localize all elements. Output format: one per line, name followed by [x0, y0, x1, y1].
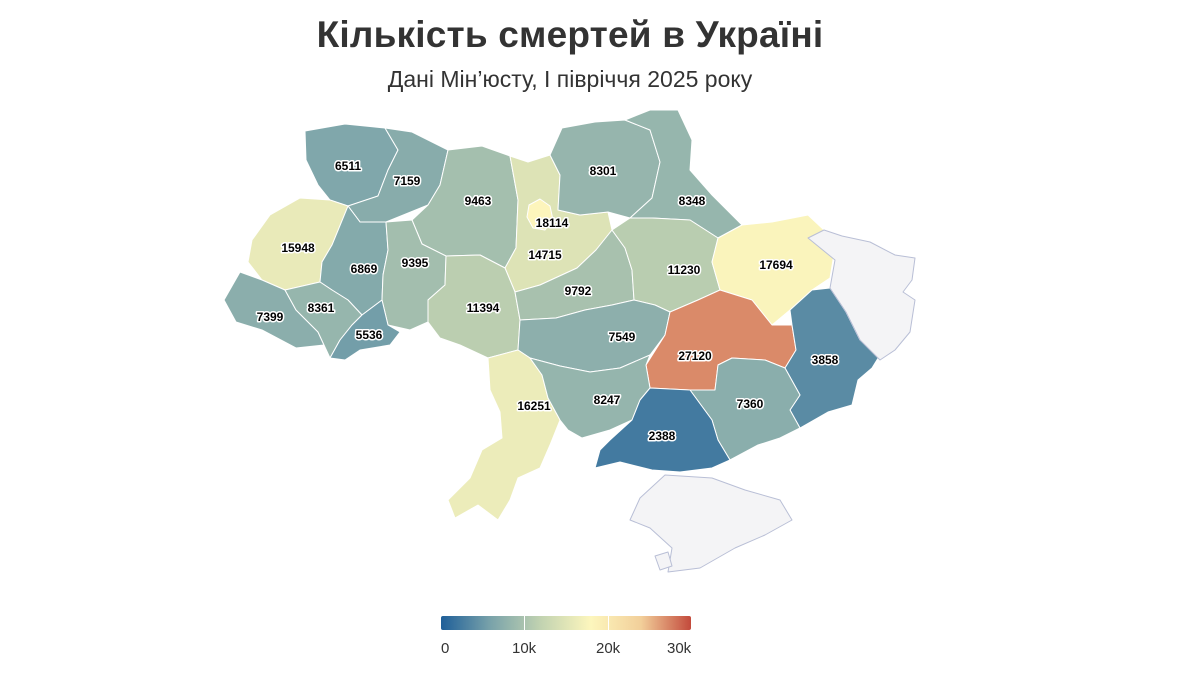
color-scale-tick-mark	[608, 616, 609, 630]
value-label-kirovohrad: 7549	[609, 330, 636, 344]
region-kherson[interactable]	[594, 387, 731, 473]
value-label-kharkiv: 17694	[759, 258, 793, 272]
value-label-chernivtsi: 5536	[356, 328, 383, 342]
regions-layer	[223, 109, 916, 573]
page-title: Кількість смертей в Україні	[316, 14, 824, 55]
region-luhansk[interactable]	[807, 229, 916, 361]
color-scale-tick-label: 20k	[596, 640, 621, 657]
value-label-chernihiv: 8301	[590, 164, 617, 178]
value-label-vinnytsia: 11394	[467, 301, 500, 315]
value-label-dnipropetrovsk: 27120	[678, 349, 712, 363]
value-label-sumy: 8348	[679, 194, 706, 208]
value-label-ivano-frankivsk: 8361	[308, 301, 335, 315]
value-label-ternopil: 6869	[351, 262, 378, 276]
labels-layer: 6511 7159 9463 18114 14715 8301 8348 159…	[255, 158, 840, 445]
value-label-poltava: 11230	[668, 263, 701, 277]
value-label-zaporizhzhia: 7360	[737, 397, 764, 411]
value-label-zhytomyr: 9463	[465, 194, 492, 208]
color-scale-tick-label: 30k	[667, 640, 692, 657]
value-label-volyn: 6511	[335, 159, 361, 173]
region-kyiv-city[interactable]	[526, 198, 554, 231]
region-chernivtsi[interactable]	[329, 299, 401, 361]
value-label-kyiv-oblast: 14715	[528, 248, 562, 262]
value-label-donetsk: 3858	[812, 353, 839, 367]
color-scale-tick-label: 0	[441, 640, 450, 657]
color-scale-bar	[441, 616, 691, 630]
color-scale-tick-mark	[524, 616, 525, 630]
value-label-kyiv-city: 18114	[536, 216, 569, 230]
value-label-zakarpattia: 7399	[257, 310, 284, 324]
value-label-odesa: 16251	[517, 399, 551, 413]
region-crimea[interactable]	[629, 474, 793, 573]
value-label-khmelnytskyi: 9395	[402, 256, 429, 270]
value-label-rivne: 7159	[394, 174, 421, 188]
value-label-cherkasy: 9792	[565, 284, 592, 298]
color-scale-tick-label: 10k	[512, 640, 537, 657]
page-subtitle: Дані Мін’юсту, І півріччя 2025 року	[387, 66, 753, 92]
region-sevastopol[interactable]	[654, 551, 673, 571]
value-label-kherson: 2388	[649, 429, 676, 443]
value-label-lviv: 15948	[281, 241, 315, 255]
value-label-mykolaiv: 8247	[594, 393, 621, 407]
